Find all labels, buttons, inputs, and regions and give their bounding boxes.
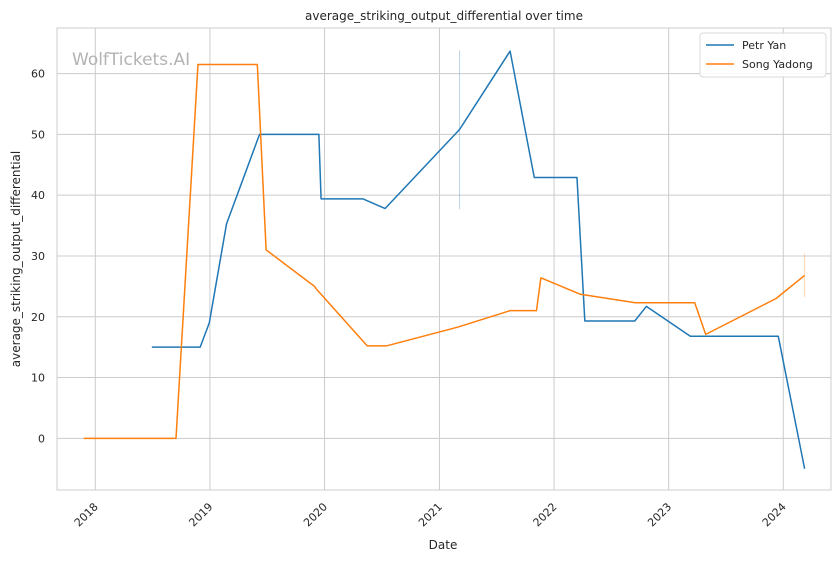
legend-label-song-yadong: Song Yadong	[742, 58, 813, 71]
y-tick-label: 50	[31, 128, 45, 141]
x-tick-label: 2019	[186, 500, 215, 529]
y-tick-label: 30	[31, 250, 45, 263]
grid	[57, 28, 831, 490]
y-tick-label: 60	[31, 68, 45, 81]
x-tick-label: 2022	[531, 500, 560, 529]
x-tick-label: 2018	[72, 500, 101, 529]
petr-yan-line	[151, 50, 806, 469]
y-ticks: 0 10 20 30 40 50 60	[31, 68, 45, 446]
x-axis-title: Date	[429, 538, 458, 552]
x-ticks: 2018 2019 2020 2021 2022 2023 2024	[72, 500, 789, 529]
y-tick-label: 20	[31, 311, 45, 324]
x-tick-label: 2024	[760, 500, 789, 529]
legend: Petr Yan Song Yadong	[699, 32, 827, 78]
y-tick-label: 10	[31, 372, 45, 385]
series-layer	[83, 50, 806, 469]
legend-label-petr-yan: Petr Yan	[742, 39, 786, 52]
song-yadong-line	[83, 63, 806, 440]
y-tick-label: 40	[31, 189, 45, 202]
chart-title: average_striking_output_differential ove…	[305, 9, 583, 23]
legend-box	[699, 32, 827, 78]
plot-frame	[56, 27, 832, 491]
x-tick-label: 2021	[416, 500, 445, 529]
x-tick-label: 2023	[645, 500, 674, 529]
x-tick-label: 2020	[301, 500, 330, 529]
watermark: WolfTickets.AI	[72, 50, 190, 70]
y-axis-title: average_striking_output_differential	[9, 151, 23, 367]
y-tick-label: 0	[38, 432, 45, 445]
